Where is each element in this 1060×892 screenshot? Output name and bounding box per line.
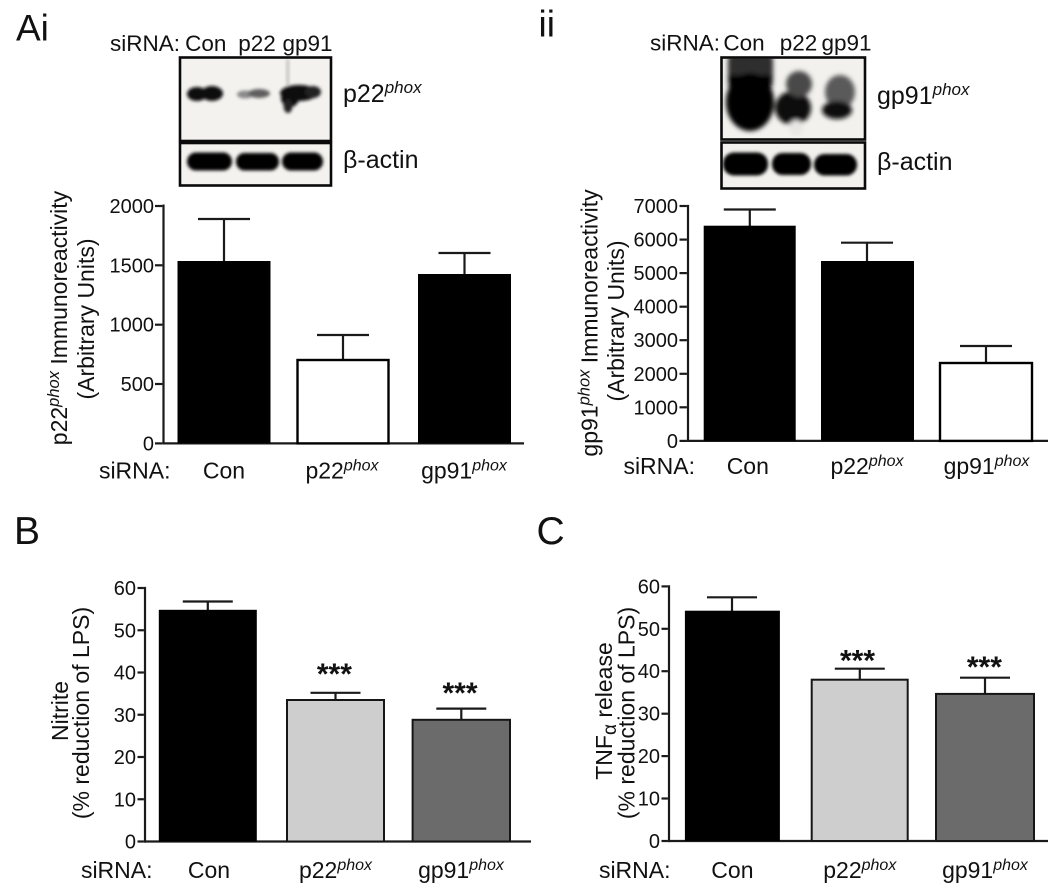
svg-text:***: *** <box>840 645 875 678</box>
svg-text:gp91phox: gp91phox <box>421 458 508 484</box>
svg-text:7000: 7000 <box>634 196 679 218</box>
svg-text:p22phox: p22phox <box>343 78 422 108</box>
svg-text:0: 0 <box>125 832 136 854</box>
svg-text:p22: p22 <box>238 31 276 56</box>
svg-text:gp91phox: gp91phox <box>877 80 970 110</box>
svg-text:p22: p22 <box>780 31 818 56</box>
svg-text:Nitrite: Nitrite <box>47 681 73 741</box>
svg-text:siRNA:: siRNA: <box>81 857 153 883</box>
svg-text:0: 0 <box>143 433 154 455</box>
svg-text:(Arbitrary Units): (Arbitrary Units) <box>73 238 99 399</box>
svg-text:gp91phox Immunoreactivity: gp91phox Immunoreactivity <box>576 189 603 457</box>
svg-text:0: 0 <box>649 831 660 853</box>
svg-text:2000: 2000 <box>634 364 679 386</box>
svg-text:4000: 4000 <box>634 297 679 319</box>
svg-text:gp91phox: gp91phox <box>418 857 505 883</box>
svg-text:TNFα release: TNFα release <box>591 642 621 780</box>
svg-text:Con: Con <box>203 458 245 484</box>
svg-text:p22phox: p22phox <box>823 857 897 883</box>
svg-text:Ai: Ai <box>16 8 49 49</box>
svg-text:2000: 2000 <box>110 196 155 218</box>
svg-text:20: 20 <box>114 747 136 769</box>
svg-text:(% reduction of LPS): (% reduction of LPS) <box>68 607 94 819</box>
svg-text:p22phox: p22phox <box>299 857 373 883</box>
svg-text:Con: Con <box>188 857 230 883</box>
svg-text:siRNA:: siRNA: <box>99 458 171 484</box>
svg-text:***: *** <box>967 651 1002 684</box>
svg-text:30: 30 <box>638 704 660 726</box>
svg-text:siRNA:: siRNA: <box>623 453 695 479</box>
svg-text:siRNA:: siRNA: <box>650 31 720 56</box>
svg-text:B: B <box>14 510 40 553</box>
svg-text:1500: 1500 <box>110 255 155 277</box>
svg-text:1000: 1000 <box>634 397 679 419</box>
svg-text:(% reduction of LPS): (% reduction of LPS) <box>614 607 640 819</box>
svg-text:p22phox: p22phox <box>830 453 904 479</box>
svg-text:siRNA:: siRNA: <box>599 857 671 883</box>
svg-text:***: *** <box>317 658 352 691</box>
svg-text:10: 10 <box>114 789 136 811</box>
svg-text:6000: 6000 <box>634 230 679 252</box>
svg-text:gp91phox: gp91phox <box>942 857 1029 883</box>
svg-text:5000: 5000 <box>634 263 679 285</box>
svg-text:0: 0 <box>667 431 678 453</box>
svg-text:Con: Con <box>711 857 753 883</box>
svg-text:Con: Con <box>723 31 764 56</box>
svg-text:Con: Con <box>185 31 226 56</box>
svg-text:p22phox: p22phox <box>305 458 379 484</box>
svg-text:Con: Con <box>727 453 769 479</box>
svg-text:p22phox Immunoreactivity: p22phox Immunoreactivity <box>45 190 72 445</box>
svg-text:β-actin: β-actin <box>877 148 953 176</box>
svg-text:40: 40 <box>638 661 660 683</box>
svg-text:500: 500 <box>121 374 154 396</box>
svg-text:3000: 3000 <box>634 330 679 352</box>
svg-text:60: 60 <box>114 578 136 600</box>
svg-text:gp91phox: gp91phox <box>944 453 1031 479</box>
svg-text:50: 50 <box>638 619 660 641</box>
svg-text:50: 50 <box>114 620 136 642</box>
svg-text:gp91: gp91 <box>282 31 332 56</box>
svg-text:ii: ii <box>539 4 555 45</box>
svg-text:60: 60 <box>638 576 660 598</box>
svg-text:30: 30 <box>114 705 136 727</box>
svg-text:C: C <box>537 510 565 553</box>
svg-text:20: 20 <box>638 746 660 768</box>
svg-text:10: 10 <box>638 789 660 811</box>
svg-text:siRNA:: siRNA: <box>110 31 180 56</box>
svg-text:***: *** <box>442 677 477 710</box>
svg-text:β-actin: β-actin <box>343 146 419 174</box>
svg-text:gp91: gp91 <box>821 31 871 56</box>
svg-text:40: 40 <box>114 663 136 685</box>
svg-text:1000: 1000 <box>110 315 155 337</box>
svg-text:(Arbitrary Units): (Arbitrary Units) <box>603 240 629 401</box>
